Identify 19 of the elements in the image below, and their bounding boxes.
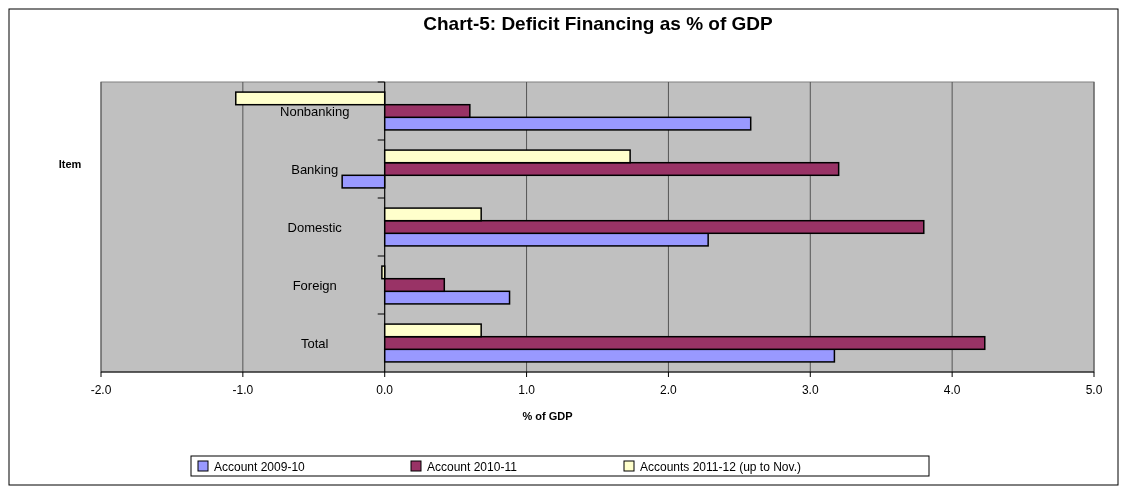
y-tick-label: Nonbanking (280, 104, 350, 119)
x-tick-label: 0.0 (376, 383, 394, 397)
y-tick-label: Domestic (287, 220, 343, 235)
y-tick-label: Banking (291, 162, 339, 177)
x-axis-title: % of GDP (522, 410, 573, 422)
x-tick-label: 1.0 (518, 383, 536, 397)
y-tick-label: Foreign (292, 278, 337, 293)
x-tick-label: -2.0 (90, 383, 112, 397)
legend-label: Accounts 2011-12 (up to Nov.) (640, 460, 801, 474)
legend-label: Account 2009-10 (214, 460, 306, 474)
x-tick-label: 5.0 (1085, 383, 1103, 397)
chart-title: Chart-5: Deficit Financing as % of GDP (423, 13, 774, 34)
x-tick-label: 3.0 (801, 383, 819, 397)
x-tick-label: 2.0 (660, 383, 678, 397)
x-tick-label: 4.0 (943, 383, 961, 397)
legend-label: Account 2010-11 (427, 460, 518, 474)
y-tick-label: Total (300, 336, 329, 351)
y-axis-title: Item (58, 158, 82, 170)
x-tick-label: -1.0 (232, 383, 254, 397)
